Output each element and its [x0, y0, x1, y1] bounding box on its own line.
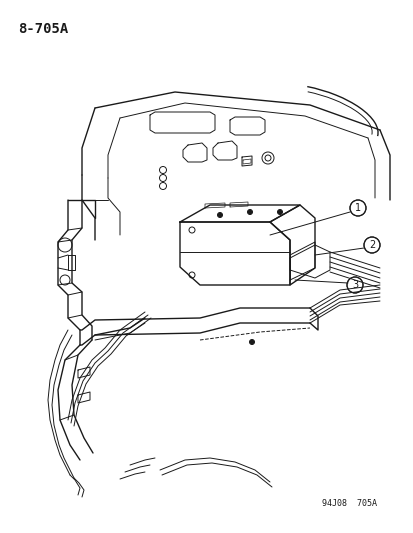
- Circle shape: [363, 237, 379, 253]
- Text: 1: 1: [354, 203, 360, 213]
- Text: 3: 3: [351, 280, 357, 290]
- Text: 8-705A: 8-705A: [18, 22, 68, 36]
- Circle shape: [349, 200, 365, 216]
- Circle shape: [217, 213, 222, 217]
- Circle shape: [249, 340, 254, 344]
- Text: 2: 2: [368, 240, 374, 250]
- Circle shape: [277, 209, 282, 214]
- Circle shape: [247, 209, 252, 214]
- Circle shape: [346, 277, 362, 293]
- Text: 94J08  705A: 94J08 705A: [322, 499, 377, 508]
